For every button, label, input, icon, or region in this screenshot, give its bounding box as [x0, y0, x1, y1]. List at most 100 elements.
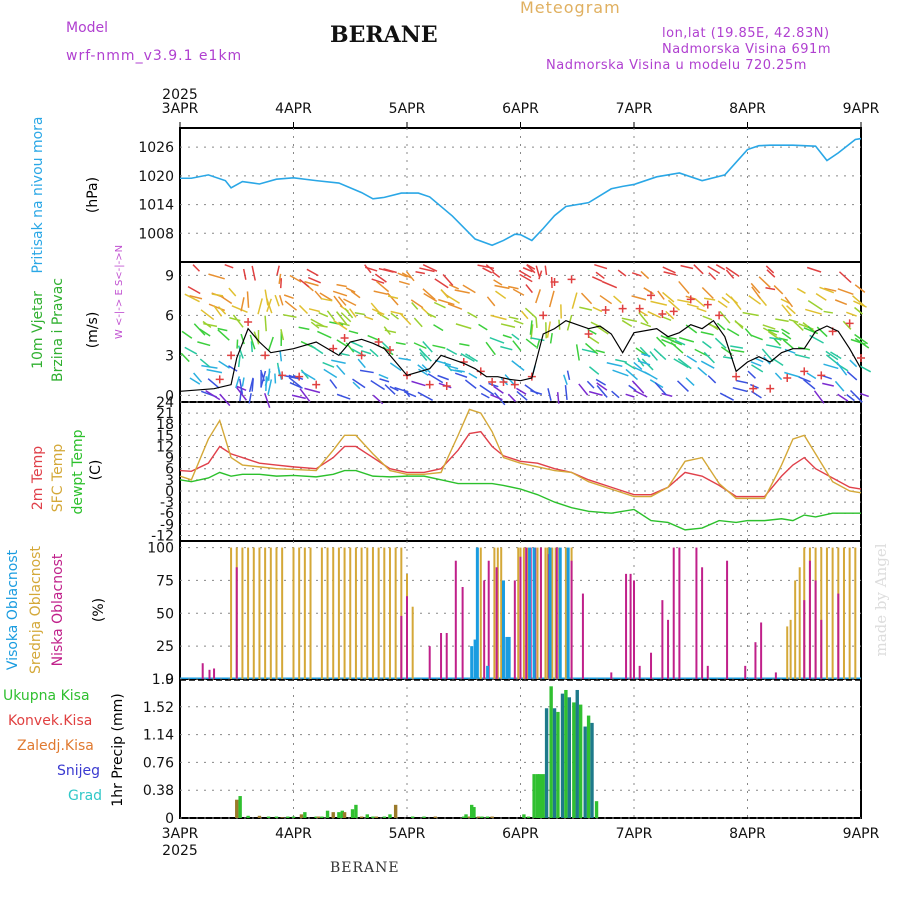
wind-arrow: [566, 370, 571, 381]
wind-arrow: [332, 290, 348, 297]
wind-gust-marker: [584, 330, 593, 338]
wind-arrow: [278, 273, 282, 284]
wind-arrow: [274, 294, 280, 307]
pressure-tick-label: 1020: [138, 169, 174, 185]
wind-arrow: [513, 319, 524, 325]
wind-arrow: [460, 353, 475, 363]
pressure-line: [180, 137, 862, 247]
precip-bar: [365, 814, 369, 818]
wind-arrow: [615, 358, 628, 363]
wind-arrow: [680, 264, 694, 270]
wind-arrow: [263, 393, 271, 409]
wind-arrow: [298, 304, 309, 315]
wind-arrow: [508, 285, 519, 290]
pressure-axis-title: Pritisak na nivou mora: [30, 116, 46, 273]
cloud-tick-label: 0: [165, 672, 174, 688]
wind-arrow: [694, 348, 708, 357]
wind-arrow: [547, 388, 552, 401]
precip-bar: [286, 816, 290, 818]
wind-gust-marker: [278, 371, 287, 380]
cloud-low-bar: [695, 547, 698, 679]
wind-arrow: [786, 305, 796, 315]
wind-arrow: [538, 270, 543, 280]
wind-arrow: [494, 284, 510, 290]
wind-arrow: [237, 345, 244, 359]
wind-arrow: [849, 389, 863, 403]
precip-bar: [299, 814, 304, 818]
wind-arrow: [686, 303, 699, 308]
wind-arrow: [575, 344, 580, 361]
wind-arrow: [242, 268, 247, 280]
cloud-mid-bar: [388, 547, 391, 679]
wind-arrow: [231, 305, 248, 314]
wind-arrow: [758, 276, 771, 289]
wind-arrow: [823, 363, 839, 370]
precip-bar: [266, 816, 271, 818]
wind-arrow: [846, 370, 858, 381]
wind-arrow: [762, 327, 778, 336]
wind-arrow: [529, 320, 533, 335]
wind-arrow: [336, 339, 347, 347]
wind-arrow: [507, 393, 517, 403]
cloud-low-bar: [701, 567, 704, 679]
wind-arrow: [493, 385, 504, 394]
wind-arrow: [193, 372, 203, 383]
wind-arrow: [480, 392, 490, 399]
time-tick-top: 5APR: [389, 101, 426, 117]
wind-arrow: [667, 299, 681, 311]
wind-arrow: [637, 360, 651, 366]
cloud-low-bar: [461, 587, 464, 679]
wind-arrow: [511, 360, 525, 371]
time-tick-bottom: 6APR: [502, 826, 539, 842]
cloud-mid-bar: [842, 547, 845, 679]
wind-arrow: [229, 317, 241, 322]
cloud-low-bar: [754, 642, 757, 679]
temp-dewpt-title: dewpt Temp: [70, 429, 86, 514]
wind-arrow: [376, 312, 390, 321]
wind-arrow: [806, 372, 817, 380]
cloud-mid-bar: [536, 547, 539, 679]
wind-arrow: [734, 320, 744, 328]
cloud-high-bar: [558, 547, 562, 679]
wind-arrow: [621, 317, 638, 323]
wind-arrow: [192, 264, 201, 272]
cloud-low-bar: [667, 619, 670, 679]
wind-arrow: [337, 296, 347, 306]
wind-arrow: [240, 333, 245, 345]
wind-arrow: [793, 320, 804, 332]
wind-arrow: [418, 368, 429, 377]
cloud-mid-bar: [411, 606, 414, 679]
wind-arrow: [500, 345, 513, 351]
wind-arrow: [773, 338, 781, 346]
wind-arrow: [778, 337, 788, 341]
wind-arrow: [519, 273, 533, 283]
wind-arrow: [199, 358, 211, 368]
wind-arrow: [700, 331, 714, 336]
wind-arrow: [350, 290, 361, 299]
wind-arrow: [491, 271, 501, 278]
wind-gust-marker: [817, 371, 826, 380]
wind-arrow: [595, 378, 606, 386]
cloud-mid-bar: [264, 547, 267, 679]
cloud-mid-bar: [554, 547, 557, 679]
wind-arrow: [181, 330, 193, 339]
wind-arrow: [854, 333, 869, 345]
precip-bar: [564, 689, 568, 818]
wind-arrow: [440, 288, 449, 299]
wind-arrow: [535, 317, 538, 329]
wind-arrow: [319, 292, 333, 302]
wind-arrow: [426, 312, 437, 319]
wind-arrow: [846, 311, 857, 317]
cloud-low-bar: [638, 665, 641, 679]
cloud-high-bar: [528, 547, 532, 679]
precip-bar: [422, 816, 426, 818]
time-tick-bottom: 3APR: [162, 826, 199, 842]
wind-gust-marker: [357, 351, 366, 360]
temp-tick-label: 24: [156, 395, 174, 411]
cloud-low-bar: [661, 600, 664, 679]
cloud-low-bar: [440, 633, 443, 679]
year-label-bottom: 2025: [162, 843, 198, 859]
wind-arrow: [662, 291, 675, 303]
precip-bar: [467, 816, 472, 818]
wind-arrow: [240, 297, 245, 312]
